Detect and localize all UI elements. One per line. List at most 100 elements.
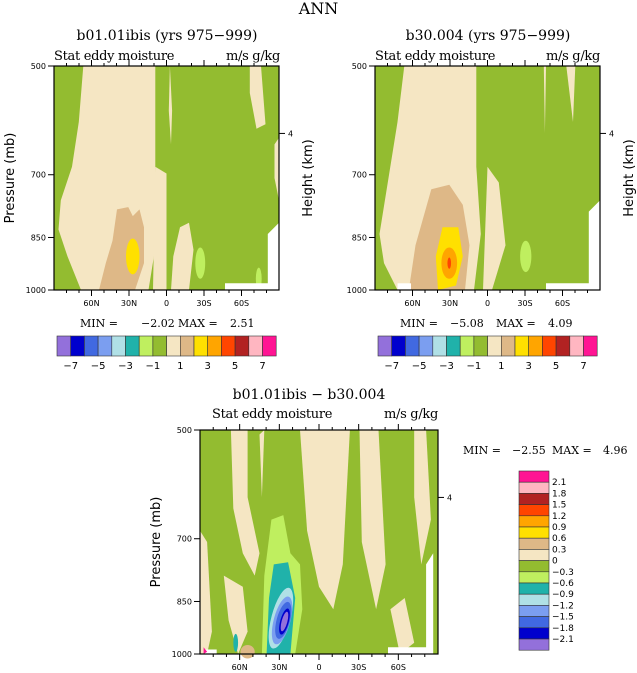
colorbar-label: 3 <box>526 361 532 372</box>
missing-data <box>204 649 217 654</box>
min-label: MIN = <box>80 317 118 330</box>
colorbar-swatch <box>518 582 550 595</box>
colorbar-label: 1.5 <box>552 501 566 511</box>
min-label: MIN = <box>463 444 501 457</box>
contour-fill-neg1-to-neg3 <box>195 247 206 279</box>
contour-fill-5-to-7 <box>447 257 452 269</box>
y-tick-label: 700 <box>31 171 46 180</box>
subtitle-right: m/s g/kg <box>545 49 600 64</box>
colorbar-swatch <box>180 335 195 357</box>
contour-fill-0-to-03 <box>390 598 415 654</box>
y-axis-label: Pressure (mb) <box>150 497 164 588</box>
page-title: ANN <box>298 0 339 18</box>
x-tick-label: 30S <box>351 663 366 672</box>
colorbar-label: 1.2 <box>552 512 566 522</box>
x-tick-label: 60N <box>404 299 420 308</box>
colorbar-label: 5 <box>232 361 238 372</box>
colorbar-swatch <box>487 335 502 357</box>
colorbar-swatch <box>262 335 277 357</box>
colorbar: 2.11.8 1.51.20.90.60.3 0−0.3−0.6−0.9−1.2 −1… <box>518 470 574 651</box>
subtitle-right: m/s g/kg <box>225 49 280 64</box>
colorbar-swatch <box>518 593 550 606</box>
colorbar-swatch <box>518 638 550 651</box>
colorbar-swatch <box>501 335 516 357</box>
x-tick-label: 0 <box>485 299 490 308</box>
colorbar-swatch <box>405 335 420 357</box>
x-tick-label: 30N <box>271 663 287 672</box>
colorbar-label: −2.1 <box>552 635 574 645</box>
colorbar-swatch <box>518 515 550 528</box>
min-label: MIN = <box>400 317 438 330</box>
colorbar-swatch <box>111 335 126 357</box>
colorbar-label: 1 <box>498 361 504 372</box>
y-tick-label: 850 <box>352 233 367 242</box>
colorbar-label: −5 <box>412 361 427 372</box>
colorbar-swatch <box>518 470 550 483</box>
colorbar-swatch <box>459 335 475 357</box>
max-label: MAX = <box>178 317 218 330</box>
y-tick-label: 700 <box>177 535 192 544</box>
x-tick-label: 60S <box>391 663 406 672</box>
panel-title: b30.004 (yrs 975−999) <box>405 28 571 44</box>
colorbar-swatch <box>207 335 222 357</box>
colorbar-label: −1.2 <box>552 601 574 611</box>
colorbar-swatch <box>518 549 550 561</box>
contour-fill-above-21 <box>203 647 208 654</box>
contour-plot: 500 700 850 1000 4 60N 30N 0 30S 60S Height (km) <box>347 60 637 308</box>
colorbar-swatch <box>248 335 263 357</box>
colorbar-label: −5 <box>91 361 106 372</box>
contour-fill-neg06-to-neg09 <box>233 633 239 652</box>
colorbar-swatch <box>518 605 550 617</box>
x-tick-label: 60S <box>555 299 570 308</box>
colorbar-swatch <box>518 493 550 505</box>
contour-fill-0-to-1 <box>274 137 279 201</box>
colorbar-swatch <box>518 560 550 573</box>
y-tick-label: 500 <box>352 62 367 71</box>
colorbar-swatch <box>514 335 529 357</box>
y-tick-label: 1000 <box>347 286 367 295</box>
missing-data <box>546 200 600 290</box>
colorbar-label: −0.6 <box>552 579 574 589</box>
contour-fill-0-to-03 <box>300 430 350 610</box>
y-tick-label: 500 <box>31 62 46 71</box>
max-label: MAX = <box>496 317 536 330</box>
colorbar-swatch <box>56 335 71 357</box>
colorbar-swatch <box>542 335 557 357</box>
y-right-tick-label: 4 <box>447 493 452 502</box>
colorbar-swatch <box>391 335 406 357</box>
max-value: 4.96 <box>603 444 628 457</box>
max-value: 4.09 <box>548 317 573 330</box>
colorbar-swatch <box>418 335 434 357</box>
colorbar-label: −3 <box>439 361 454 372</box>
contour-fill-3-to-5 <box>126 238 140 275</box>
colorbar-swatch <box>432 335 447 357</box>
contour-fill-0-to-1 <box>168 66 173 145</box>
colorbar-label: −3 <box>118 361 133 372</box>
colorbar-swatch <box>569 335 584 357</box>
colorbar-label: 0.6 <box>552 534 567 544</box>
y-right-axis-label: Height (km) <box>301 139 316 216</box>
subtitle-left: Stat eddy moisture <box>212 407 333 422</box>
colorbar-swatch <box>234 335 250 357</box>
colorbar-label: −1 <box>146 361 161 372</box>
y-right-tick-label: 4 <box>609 129 614 138</box>
colorbar-swatch <box>221 335 236 357</box>
colorbar-label: 1 <box>177 361 183 372</box>
contour-fill-03-to-06 <box>240 645 255 659</box>
y-axis-label: Pressure (mb) <box>3 133 18 224</box>
x-tick-label: 60N <box>232 663 248 672</box>
colorbar-label: 0 <box>552 557 558 567</box>
colorbar-swatch <box>583 335 598 357</box>
colorbar-label: −1 <box>467 361 482 372</box>
colorbar-swatch <box>97 335 113 357</box>
contour-fill-0-to-1 <box>483 166 506 290</box>
colorbar-swatch <box>193 335 208 357</box>
max-value: 2.51 <box>230 317 255 330</box>
colorbar-label: −1.8 <box>552 624 574 634</box>
missing-data <box>388 553 434 654</box>
contour-fill-0-to-03 <box>230 430 260 576</box>
colorbar-swatch <box>84 335 99 357</box>
x-tick-label: 30S <box>517 299 532 308</box>
min-value: −2.55 <box>512 444 546 457</box>
contour-fill-0-to-03 <box>359 430 386 610</box>
